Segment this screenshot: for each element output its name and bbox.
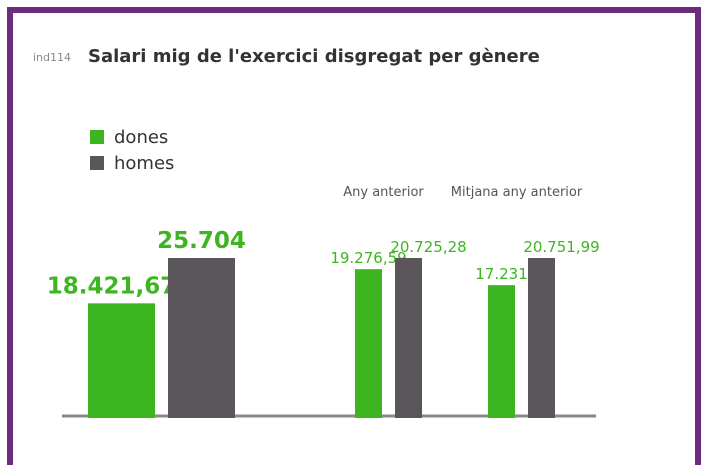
value-label: 25.704: [157, 228, 246, 254]
indicator-code: ind114: [33, 51, 71, 64]
value-label: 18.421,67: [47, 273, 177, 299]
chart-title: Salari mig de l'exercici disgregat per g…: [88, 46, 540, 67]
bar: [88, 303, 155, 418]
value-label: 20.725,28: [390, 238, 466, 256]
value-label: 20.751,99: [523, 238, 599, 256]
bar: [355, 269, 382, 418]
legend-swatch: [90, 156, 104, 170]
legend-label: homes: [114, 153, 174, 174]
frame: [7, 7, 701, 465]
value-label: 17.231: [475, 265, 528, 283]
bar: [528, 258, 555, 418]
category-label: Any anterior: [343, 185, 424, 200]
bar: [488, 285, 515, 418]
bar: [168, 258, 235, 418]
category-label: Mitjana any anterior: [451, 185, 583, 200]
bar: [395, 258, 422, 418]
legend-label: dones: [114, 127, 168, 148]
legend-swatch: [90, 130, 104, 144]
value-label: 19.276,59: [330, 249, 406, 267]
